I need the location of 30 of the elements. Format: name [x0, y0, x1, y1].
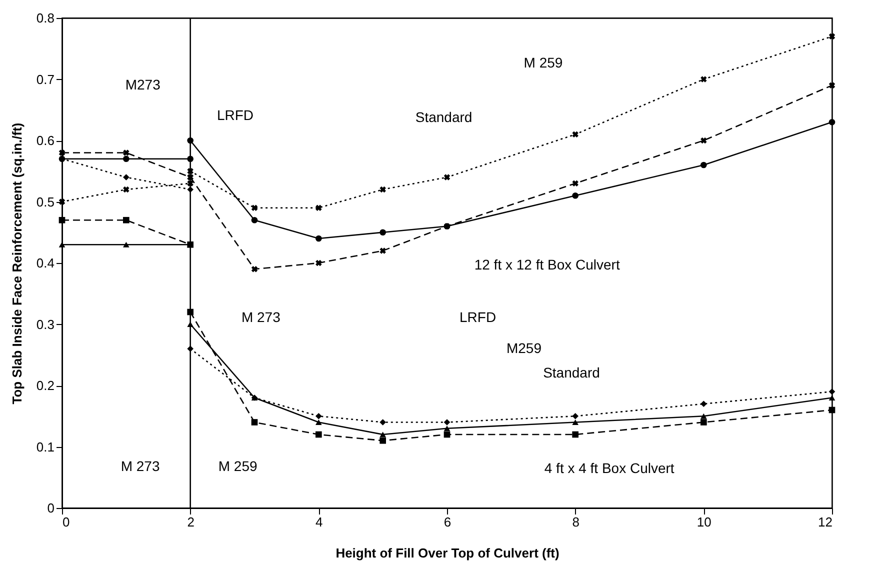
- x-axis-title: Height of Fill Over Top of Culvert (ft): [336, 546, 560, 560]
- annotation: M 259: [218, 458, 258, 474]
- y-tick-label: 0: [47, 500, 54, 516]
- y-tick-label: 0.7: [36, 72, 54, 87]
- annotation: Standard: [415, 108, 472, 125]
- y-tick-label: 0.8: [36, 10, 54, 26]
- annotation: M 273: [241, 309, 281, 326]
- annotation: M 259: [524, 54, 563, 70]
- annotation: 12 ft x 12 ft Box Culvert: [474, 256, 620, 272]
- y-tick-label: 0.3: [36, 316, 54, 332]
- x-tick-label: 10: [696, 514, 712, 530]
- y-tick-label: 0.1: [36, 439, 54, 454]
- y-tick-label: 0.6: [36, 133, 54, 148]
- annotation: LRFD: [460, 309, 496, 326]
- annotation: 4 ft x 4 ft Box Culvert: [544, 460, 674, 476]
- x-tick-label: 6: [444, 514, 452, 530]
- annotation: M273: [125, 76, 161, 92]
- x-tick-label: 12: [818, 514, 832, 530]
- annotation: M 273: [120, 458, 160, 474]
- annotation: M259: [506, 340, 542, 356]
- x-tick-label: 2: [187, 514, 194, 530]
- y-tick-label: 0.4: [36, 256, 54, 270]
- x-tick-label: 8: [572, 514, 580, 530]
- x-tick-label: 0: [62, 514, 70, 530]
- annotation: LRFD: [216, 107, 254, 123]
- y-tick-label: 0.5: [36, 194, 54, 210]
- annotation: Standard: [543, 364, 600, 380]
- y-axis-title: Top Slab Inside Face Reinforcement (sq.in./ft): [9, 122, 24, 404]
- y-tick-label: 0.2: [36, 378, 54, 393]
- x-tick-label: 4: [316, 514, 323, 530]
